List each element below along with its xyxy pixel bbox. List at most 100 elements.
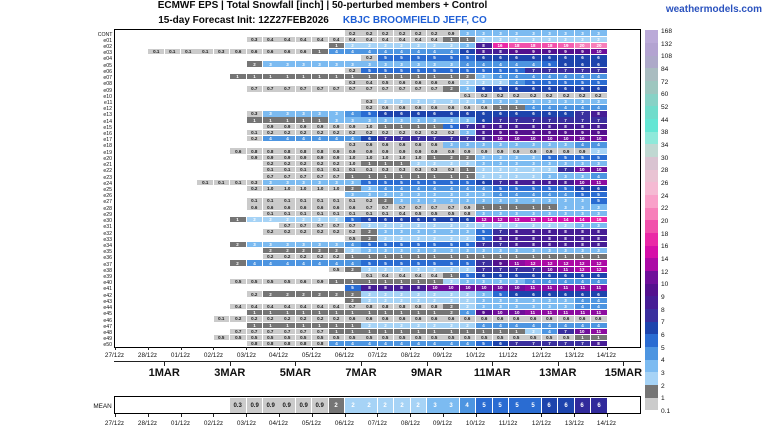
grid-cell: 3	[361, 247, 377, 254]
grid-cell: 0.2	[344, 129, 361, 136]
grid-cell: 5	[443, 179, 459, 185]
grid-cell: 5	[410, 55, 427, 61]
grid-cell: 10	[590, 167, 607, 173]
grid-cell: 11	[574, 285, 591, 291]
row-label: e36	[103, 254, 112, 261]
colorbar	[645, 30, 658, 411]
grid-cell: 0.9	[328, 154, 345, 161]
month-tick	[229, 361, 231, 366]
grid-cell: 0.8	[262, 148, 279, 154]
colorbar-segment	[645, 55, 658, 69]
grid-cell: 3	[410, 192, 427, 198]
grid-cell: 0.7	[410, 204, 427, 210]
grid-cell: 0.6	[344, 204, 361, 210]
grid-cell: 0.9	[312, 397, 328, 413]
grid-cell: 1	[246, 322, 263, 328]
grid-cell: 0.5	[295, 334, 312, 341]
grid-cell: 1	[279, 322, 295, 328]
grid-cell: 5	[476, 397, 492, 413]
grid-cell: 4	[574, 322, 591, 328]
grid-cell: 1	[361, 173, 377, 179]
grid-cell: 1	[344, 254, 361, 260]
grid-cell: 1	[279, 73, 295, 80]
grid-cell: 6	[558, 291, 574, 297]
grid-cell: 4	[574, 303, 591, 310]
grid-cell: 6	[361, 216, 377, 223]
grid-cell: 8	[541, 235, 558, 241]
grid-cell: 6	[541, 291, 558, 297]
month-tick-label: 15MAR	[604, 367, 643, 379]
colorbar-tick-label: 2	[661, 382, 665, 390]
grid-cell: 7	[558, 117, 574, 123]
grid-cell: 0.1	[279, 167, 295, 173]
grid-cell: 5	[344, 285, 361, 291]
grid-cell: 0.5	[279, 334, 295, 341]
grid-cell: 0.9	[295, 123, 312, 129]
grid-cell: 5	[590, 198, 607, 204]
colorbar-segment	[645, 232, 658, 246]
mean-day-tick	[213, 414, 215, 417]
grid-cell: 4	[426, 185, 443, 192]
grid-cell: 2	[230, 241, 246, 248]
grid-cell: 3	[476, 142, 492, 148]
grid-cell: 1	[344, 322, 361, 328]
grid-cell: 4	[590, 297, 607, 303]
grid-cell: 1	[377, 254, 394, 260]
grid-cell: 2	[574, 36, 591, 42]
weathermodels-link[interactable]: weathermodels.com	[665, 4, 762, 15]
grid-cell: 0.6	[328, 204, 345, 210]
grid-cell: 3	[459, 229, 476, 235]
grid-cell: 6	[590, 55, 607, 61]
grid-cell: 2	[426, 266, 443, 272]
grid-cell: 0.5	[443, 334, 459, 341]
grid-cell: 1	[492, 204, 509, 210]
day-tick	[180, 347, 182, 350]
grid-cell: 6	[508, 291, 525, 297]
grid-cell: 0.6	[361, 142, 377, 148]
grid-cell: 8	[558, 241, 574, 248]
grid-cell: 0.5	[328, 266, 345, 272]
grid-cell: 0.4	[377, 36, 394, 42]
grid-cell: 2	[246, 61, 263, 67]
grid-cell: 1	[492, 104, 509, 111]
grid-cell: 1	[312, 117, 328, 123]
grid-cell: 9	[525, 129, 541, 136]
grid-cell: 7	[476, 241, 492, 248]
grid-cell: 3	[426, 61, 443, 67]
grid-cell: 1	[459, 167, 476, 173]
grid-cell: 3	[574, 30, 591, 36]
grid-cell: 2	[394, 397, 410, 413]
grid-cell: 3	[590, 247, 607, 254]
grid-cell: 0.6	[410, 104, 427, 111]
grid-cell: 0.6	[394, 104, 410, 111]
grid-cell: 6	[574, 185, 591, 192]
grid-cell: 0.2	[361, 198, 377, 204]
grid-cell: 9	[590, 129, 607, 136]
grid-cell: 8	[590, 241, 607, 248]
grid-cell: 0.2	[492, 92, 509, 98]
grid-cell: 0.1	[312, 198, 328, 204]
grid-cell: 5	[541, 154, 558, 161]
grid-cell: 3	[492, 142, 509, 148]
grid-cell: 0.2	[344, 30, 361, 36]
colorbar-tick-label: 3	[661, 369, 665, 377]
grid-cell: 6	[541, 272, 558, 279]
grid-cell: 8	[574, 241, 591, 248]
grid-cell: 3	[492, 98, 509, 105]
grid-cell: 4	[295, 136, 312, 142]
grid-cell: 6	[541, 86, 558, 92]
grid-cell: 2	[344, 291, 361, 297]
grid-cell: 3	[459, 247, 476, 254]
grid-cell: 0.8	[459, 210, 476, 216]
grid-cell: 0.4	[295, 303, 312, 310]
grid-cell: 4	[328, 136, 345, 142]
grid-cell: 2	[426, 322, 443, 328]
grid-cell: 0.9	[426, 148, 443, 154]
grid-cell: 3	[492, 30, 509, 36]
grid-cell: 8	[508, 179, 525, 185]
grid-cell: 0.9	[410, 148, 427, 154]
grid-cell: 2	[394, 291, 410, 297]
mean-day-tick	[410, 414, 412, 417]
day-tick	[213, 347, 215, 350]
mean-row-panel: 0.3 0.9 0.9 0.9 0.9 0.9 2 2 2 2 2 2 3 3 4 5 5 5 5 6 6 6 6	[114, 396, 641, 414]
